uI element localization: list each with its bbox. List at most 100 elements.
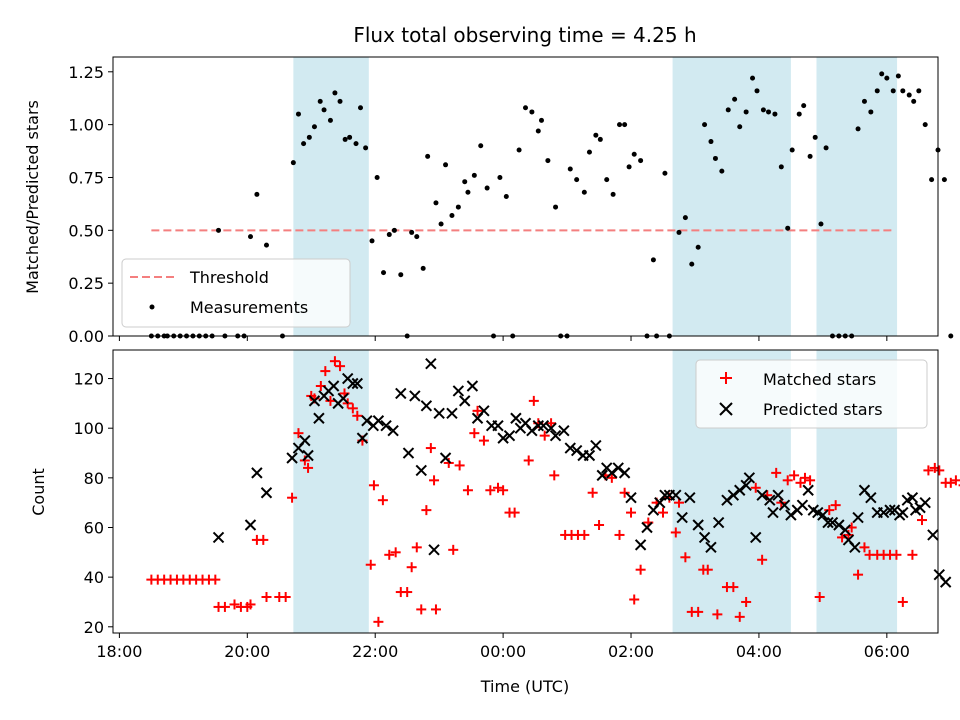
predicted-star-point [734, 484, 746, 496]
predicted-star-point [387, 424, 399, 437]
matched-star-point [680, 552, 691, 563]
measurement-point [948, 333, 954, 339]
predicted-star-point [712, 516, 725, 529]
predicted-star-point [705, 541, 717, 554]
top-y-tick-label: 1.25 [68, 63, 104, 82]
predicted-star-point [409, 390, 421, 402]
matched-star-point [472, 405, 483, 416]
predicted-star-point [906, 491, 919, 504]
bottom-legend: Matched stars Predicted stars [695, 359, 928, 429]
matched-star-point [429, 475, 440, 486]
legend-matched-swatch [720, 372, 732, 384]
matched-star-point [523, 455, 534, 466]
predicted-star-point [466, 380, 479, 392]
measurement-point [374, 174, 380, 180]
predicted-star-point [361, 415, 373, 427]
bottom-y-tick-label: 60 [84, 518, 104, 537]
x-tick-label: 04:00 [736, 642, 782, 661]
matched-star-point [430, 604, 441, 615]
matched-star-point [782, 475, 793, 486]
measurement-point [911, 98, 917, 104]
predicted-star-point [796, 499, 809, 511]
predicted-star-point [497, 432, 509, 444]
measurement-point [317, 98, 323, 104]
predicted-star-point [839, 524, 851, 536]
predicted-star-point [852, 511, 864, 524]
bottom-y-tick-label: 100 [73, 419, 104, 438]
measurement-point [879, 71, 885, 77]
predicted-star-point [919, 496, 931, 509]
matched-star-point [406, 562, 417, 573]
measurement-point [818, 221, 824, 227]
predicted-star-point [299, 434, 311, 447]
matched-star-point [917, 515, 928, 526]
measurements-points [148, 71, 954, 339]
top-y-tick-label: 0.75 [68, 168, 104, 187]
predicted-star-point [684, 491, 696, 504]
measurement-point [916, 88, 922, 94]
predicted-star-point [402, 447, 415, 459]
measurement-point [732, 96, 738, 102]
matched-star-point [658, 507, 668, 518]
measurement-point [353, 141, 359, 147]
measurement-point [484, 185, 490, 191]
measurement-point [610, 191, 616, 197]
predicted-star-point [356, 432, 369, 444]
matched-star-point [606, 472, 617, 483]
measurement-point [789, 147, 795, 153]
bottom-y-tick-label: 80 [84, 469, 104, 488]
predicted-star-point [641, 521, 653, 534]
predicted-star-point [802, 484, 814, 496]
predicted-star-point [459, 395, 471, 407]
measurement-point [478, 143, 484, 149]
legend-threshold-label: Threshold [189, 268, 269, 287]
predicted-star-point [428, 544, 440, 556]
predicted-star-point [849, 541, 861, 554]
predicted-star-point [772, 489, 784, 501]
measurement-point [535, 128, 541, 134]
matched-star-point [741, 596, 752, 607]
matched-star-point [579, 529, 590, 540]
predicted-star-point [439, 452, 452, 464]
measurement-point [465, 189, 471, 195]
measurement-point [682, 215, 688, 221]
bottom-shaded-intervals [293, 350, 898, 633]
predicted-star-point [212, 531, 225, 544]
measurement-point [812, 134, 818, 140]
measurement-point [248, 234, 253, 240]
measurement-point [900, 88, 906, 94]
predicted-star-point [756, 489, 768, 501]
top-y-axis-label: Matched/Predicted stars [23, 100, 42, 294]
measurement-point [725, 107, 731, 113]
measurement-point [254, 191, 260, 197]
matched-star-point [702, 564, 713, 575]
matched-star-point [830, 500, 841, 511]
measurement-point [425, 153, 431, 159]
predicted-stars-points [212, 357, 952, 588]
measurement-point [581, 189, 587, 195]
measurement-point [650, 257, 656, 263]
measurement-point [626, 164, 632, 170]
measurement-point [438, 221, 444, 227]
matched-star-point [670, 527, 681, 538]
measurement-point [597, 136, 603, 142]
predicted-star-point [327, 380, 340, 392]
measurement-point [929, 177, 935, 183]
matched-star-point [293, 428, 304, 439]
matched-star-point [421, 505, 432, 516]
predicted-star-point [380, 420, 392, 432]
predicted-star-point [833, 519, 845, 531]
predicted-star-point [313, 412, 325, 424]
measurement-point [347, 134, 353, 140]
measurement-point [695, 244, 701, 250]
x-tick-label: 20:00 [224, 642, 270, 661]
legend-measurements-swatch [149, 304, 155, 310]
chart-title: Flux total observing time = 4.25 h [353, 23, 696, 47]
measurement-point [391, 227, 397, 233]
top-legend-box [121, 258, 351, 328]
shaded-interval-top-2 [816, 57, 898, 336]
panel-top-ratio: Flux total observing time = 4.25 h 0.000… [23, 23, 954, 346]
predicted-star-point [415, 464, 427, 477]
matched-star-point [757, 554, 768, 565]
predicted-star-point [618, 467, 631, 479]
